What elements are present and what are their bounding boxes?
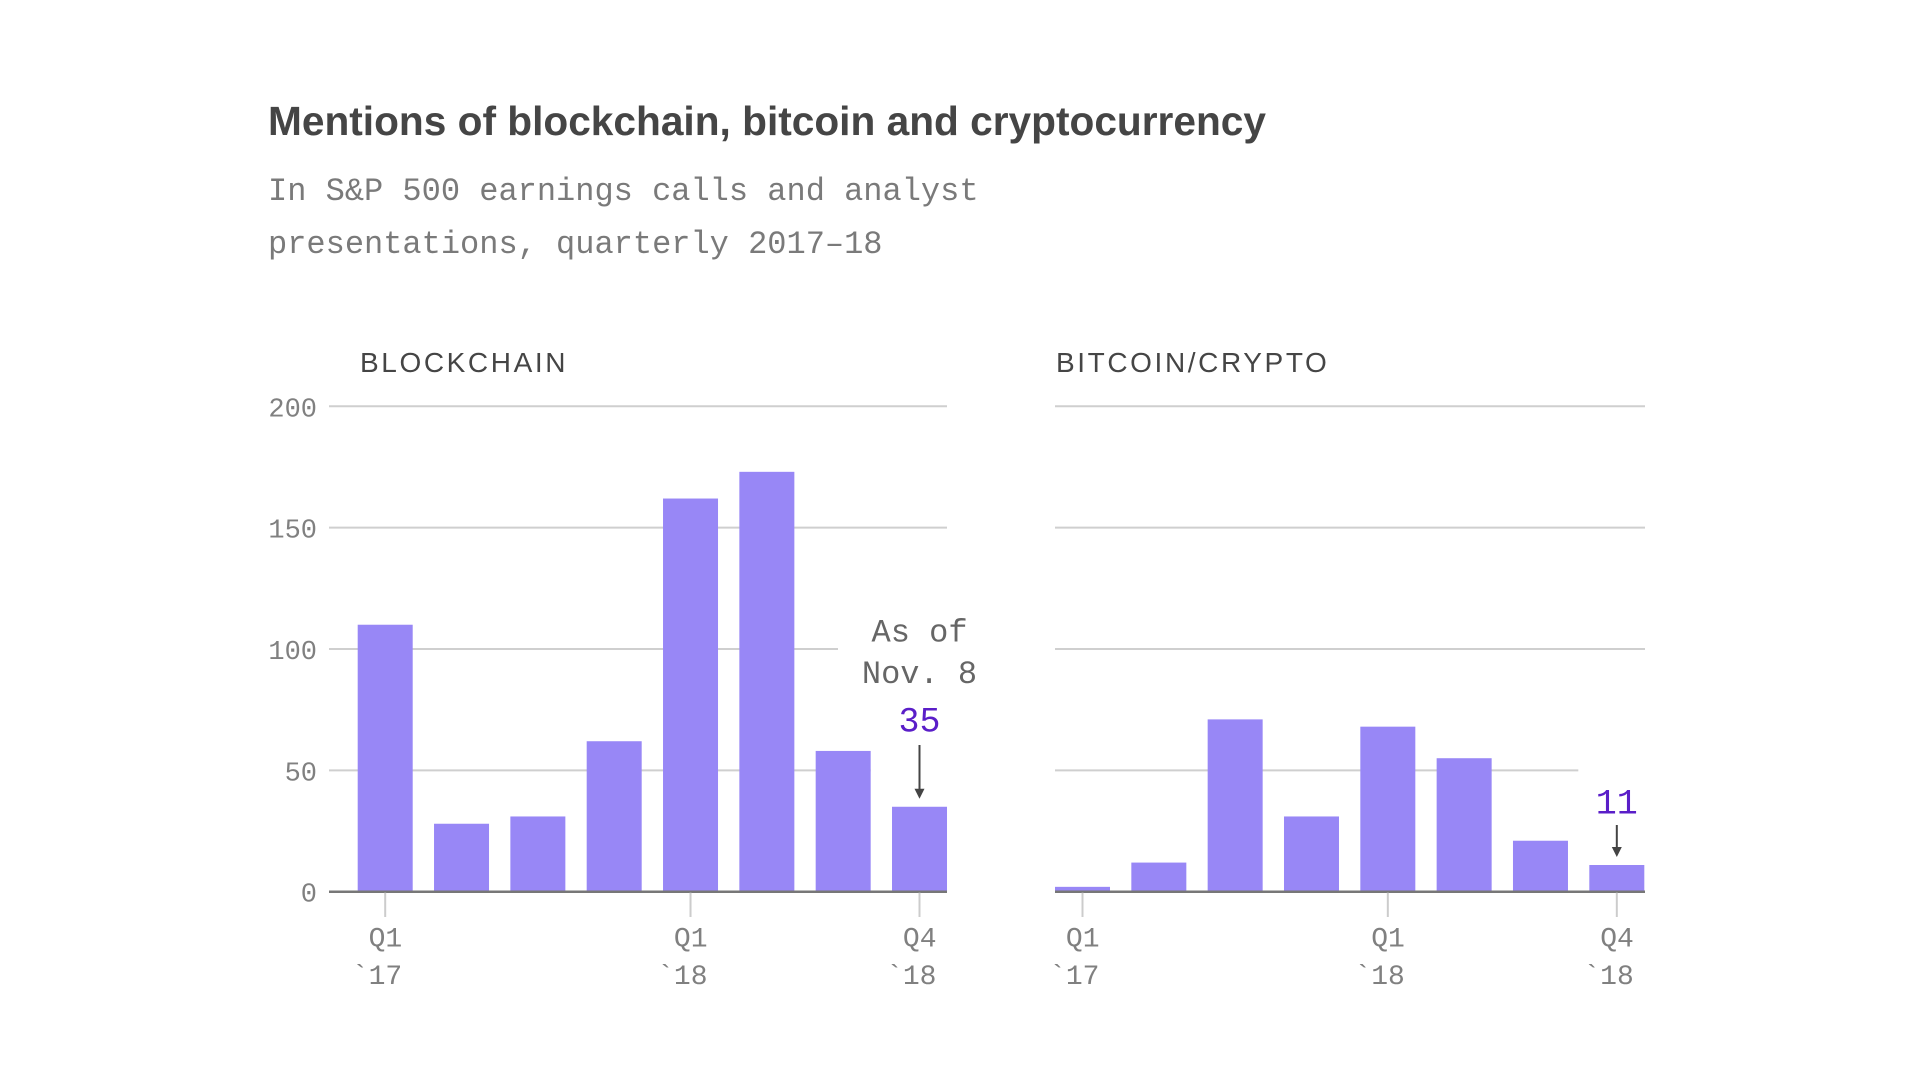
x-tick-label-quarter: Q1 [674,925,708,956]
x-tick-label-quarter: Q1 [1066,925,1100,956]
bar-q4-2018 [892,806,948,892]
y-tick-label: 100 [268,638,317,668]
x-tick-label-quarter: Q1 [1371,925,1405,956]
x-tick-label-quarter: Q4 [1600,925,1634,956]
panel-title-blockchain: BLOCKCHAIN [360,347,568,378]
annotation: As of Nov. 8 35 [862,615,977,799]
bar-q4-2018 [1589,865,1645,892]
x-tick-label-year: `17 [352,962,402,993]
panel-title-bitcoin-crypto: BITCOIN/CRYPTO [1056,347,1329,378]
bars [1055,719,1645,892]
bar-q4-2017 [586,741,642,892]
bar-q3-2017 [510,816,566,892]
annotation: 11 [1596,784,1638,858]
gridlines [329,405,947,772]
arrow-down-icon [914,788,925,799]
bar-q1-2017 [357,624,413,892]
bar-q1-2018 [663,498,719,892]
bar-q2-2018 [739,471,795,892]
bars [357,471,948,892]
x-axis-labels: Q1 `17 Q1 `18 Q4 `18 [1049,892,1634,993]
y-tick-label: 0 [301,881,317,911]
y-tick-label: 200 [268,395,317,425]
x-tick-label-year: `18 [1583,962,1633,993]
x-axis-labels: Q1 `17 Q1 `18 Q4 `18 [352,892,937,993]
x-tick-label-quarter: Q1 [369,925,403,956]
chart-subtitle-line-1: In S&P 500 earnings calls and analyst [268,173,979,210]
bar-q2-2018 [1436,758,1492,892]
arrow-down-icon [1611,847,1622,858]
chart-title: Mentions of blockchain, bitcoin and cryp… [268,98,1266,144]
bitcoin-crypto-panel: BITCOIN/CRYPTO Q1 `17 Q1 `18 Q4 `18 11 [1049,347,1645,993]
y-axis-labels: 0 50 100 150 200 [268,395,317,910]
x-tick-label-year: `18 [1354,962,1404,993]
bar-q3-2018 [815,750,871,892]
bar-q2-2017 [434,823,490,892]
annotation-value-label: 11 [1596,784,1638,824]
x-tick-label-year: `18 [657,962,707,993]
chart-subtitle-line-2: presentations, quarterly 2017–18 [268,226,883,263]
x-tick-label-year: `18 [886,962,936,993]
gridlines [1055,405,1645,772]
bar-q2-2017 [1131,862,1187,892]
annotation-note: Nov. 8 [862,656,977,693]
y-tick-label: 50 [285,759,317,789]
annotation-value-label: 35 [899,703,941,743]
bar-q1-2018 [1360,726,1416,892]
x-tick-label-quarter: Q4 [903,925,937,956]
annotation-note: As of [872,615,968,652]
bar-q3-2018 [1512,840,1568,892]
bar-q1-2017 [1055,886,1110,892]
bar-q3-2017 [1207,719,1263,892]
y-tick-label: 150 [268,517,317,547]
x-tick-label-year: `17 [1049,962,1099,993]
bar-q4-2017 [1283,816,1339,892]
